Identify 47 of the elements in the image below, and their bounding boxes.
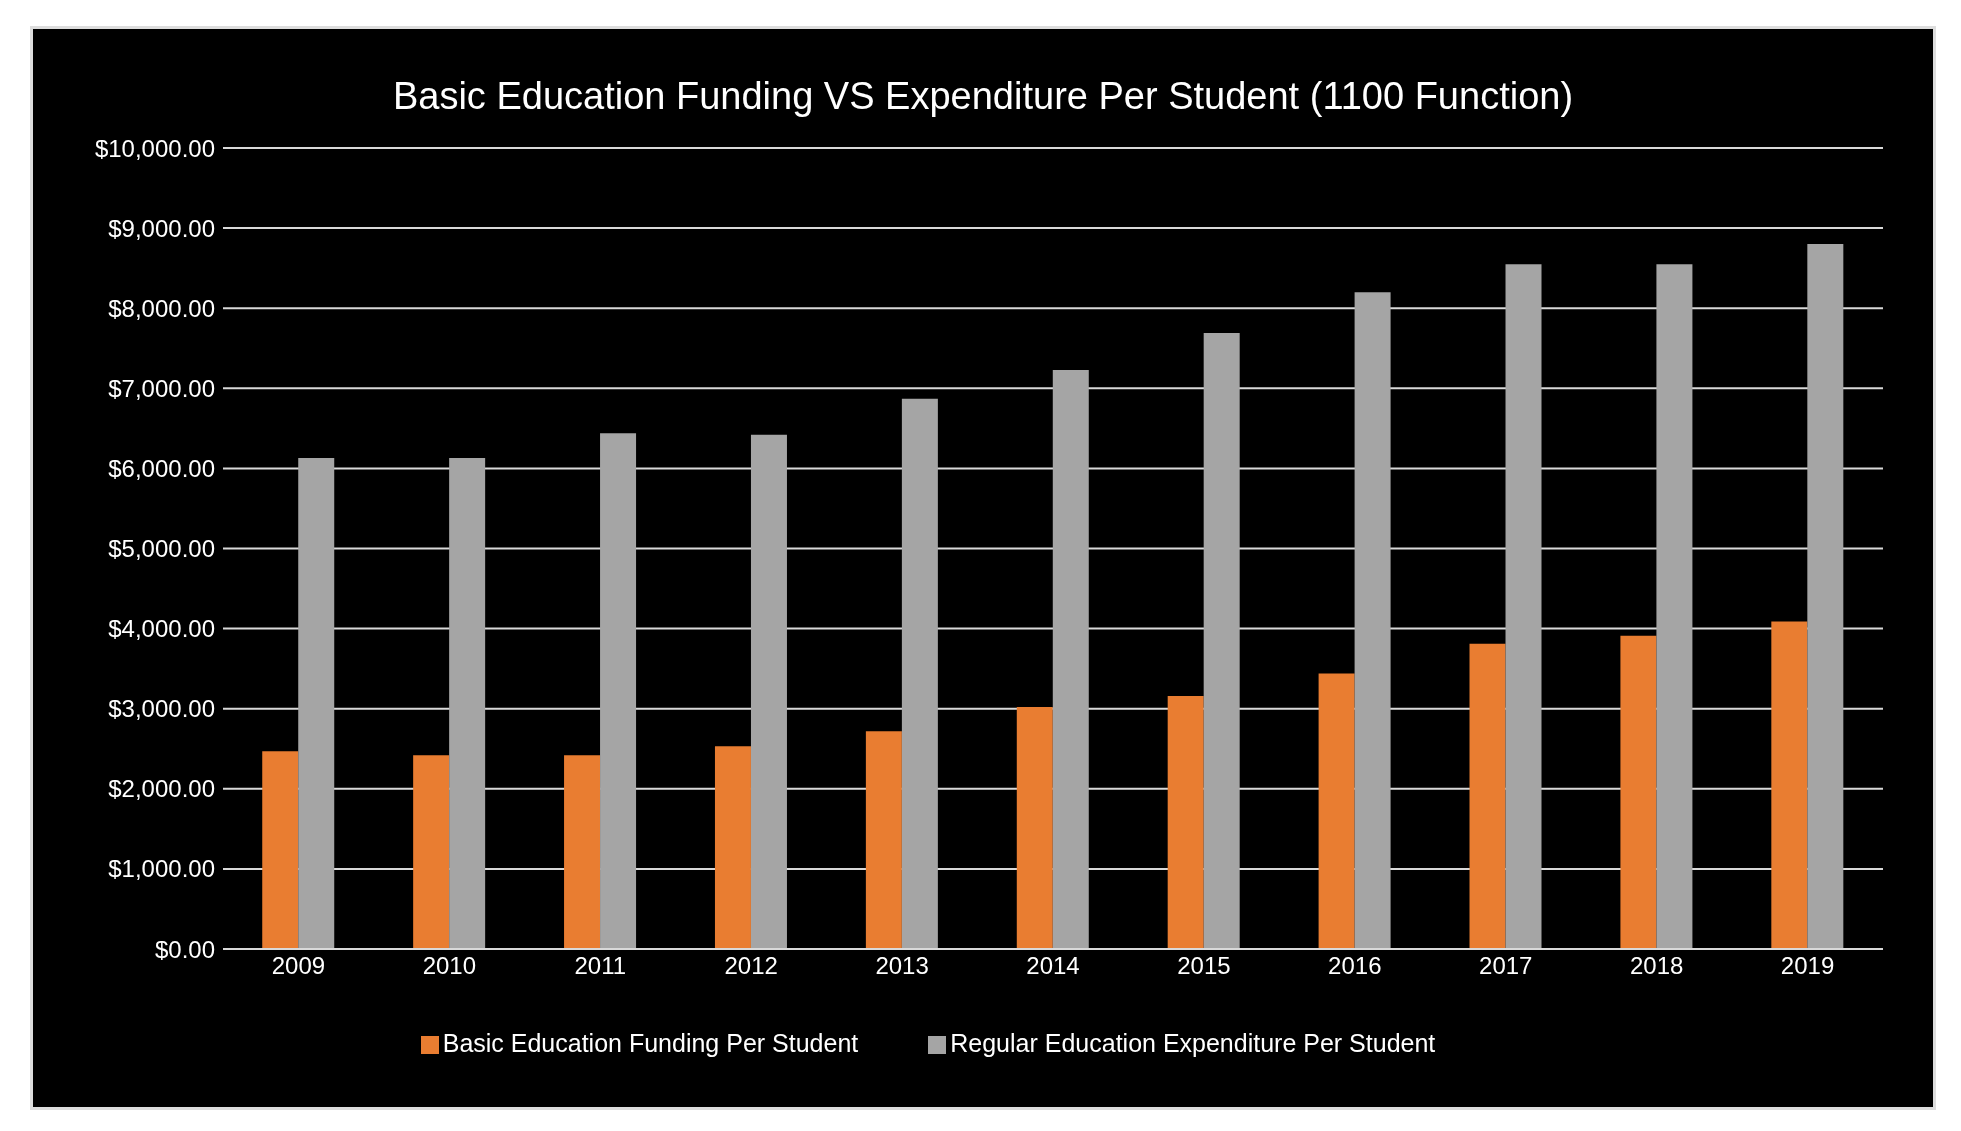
x-tick-label: 2013 <box>875 952 929 980</box>
x-tick-label: 2017 <box>1479 952 1533 980</box>
bar <box>750 434 787 949</box>
y-tick-label: $7,000.00 <box>108 374 215 402</box>
bar <box>1771 621 1808 949</box>
bar <box>262 751 299 949</box>
y-tick-label: $2,000.00 <box>108 775 215 803</box>
bar <box>1354 292 1391 949</box>
legend-label: Regular Education Expenditure Per Student <box>950 1029 1436 1057</box>
bar <box>298 457 335 949</box>
chart-title: Basic Education Funding VS Expenditure Per Student (1100 Function) <box>391 75 1575 118</box>
y-tick-label: $6,000.00 <box>108 454 215 482</box>
y-tick-label: $5,000.00 <box>108 535 215 563</box>
x-tick-label: 2012 <box>724 952 778 980</box>
bar <box>1016 707 1053 949</box>
x-tick-label: 2016 <box>1328 952 1382 980</box>
y-tick-label: $9,000.00 <box>108 214 215 242</box>
y-tick-label: $8,000.00 <box>108 294 215 322</box>
bar <box>1318 673 1355 949</box>
x-tick-label: 2019 <box>1780 952 1835 980</box>
y-tick-label: $10,000.00 <box>94 134 215 162</box>
bar <box>1203 333 1240 949</box>
x-tick-label: 2018 <box>1629 952 1684 980</box>
legend-label: Basic Education Funding Per Student <box>442 1029 859 1057</box>
y-tick-label: $1,000.00 <box>108 855 215 883</box>
bar <box>1656 264 1693 949</box>
x-tick-label: 2011 <box>574 952 627 980</box>
bar <box>1469 643 1506 949</box>
x-tick-label: 2014 <box>1026 952 1080 980</box>
bar <box>600 433 637 949</box>
bar <box>901 398 938 949</box>
y-tick-label: $3,000.00 <box>108 695 215 723</box>
bar <box>449 457 486 949</box>
bar <box>1052 369 1089 949</box>
bar <box>564 755 601 949</box>
bar <box>865 731 902 949</box>
bar <box>1807 244 1844 949</box>
bar <box>413 755 450 949</box>
x-tick-label: 2009 <box>271 952 326 980</box>
y-tick-label: $0.00 <box>154 935 215 963</box>
y-tick-label: $4,000.00 <box>108 615 215 643</box>
x-tick-label: 2010 <box>422 952 477 980</box>
bar <box>1167 695 1204 949</box>
bar <box>1505 264 1542 949</box>
bar <box>714 746 751 949</box>
bar <box>1620 635 1657 949</box>
x-tick-label: 2015 <box>1177 952 1231 980</box>
